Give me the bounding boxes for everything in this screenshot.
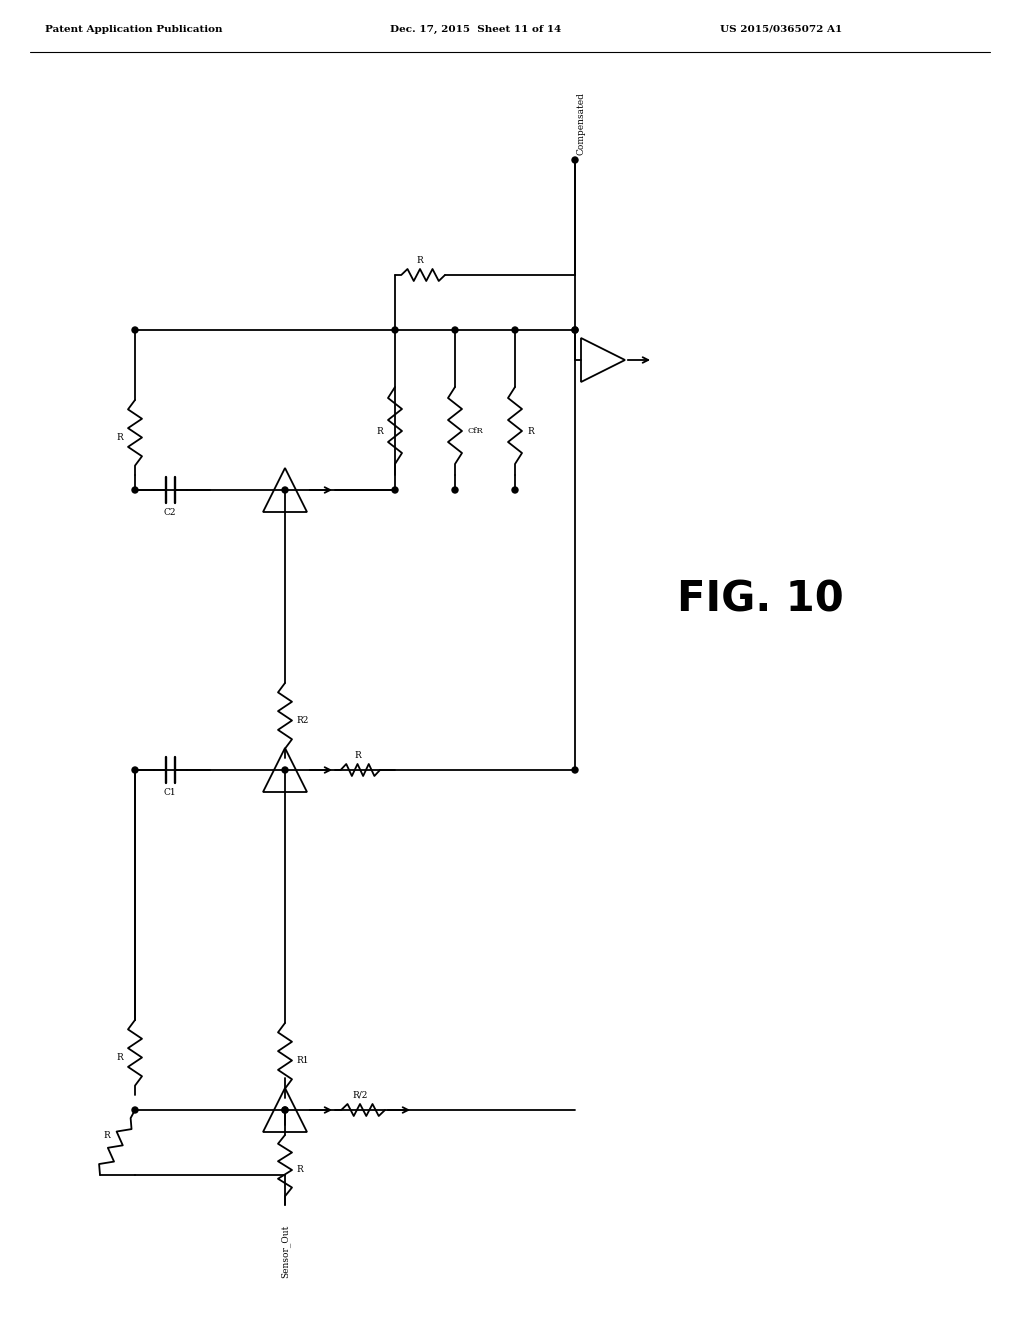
Text: R: R bbox=[296, 1166, 303, 1175]
Text: R: R bbox=[354, 751, 360, 760]
Circle shape bbox=[512, 487, 518, 492]
Circle shape bbox=[282, 487, 288, 492]
Circle shape bbox=[282, 767, 288, 774]
Text: R: R bbox=[527, 426, 534, 436]
Circle shape bbox=[452, 487, 458, 492]
Text: CfR: CfR bbox=[467, 426, 482, 436]
Circle shape bbox=[132, 487, 138, 492]
Text: R: R bbox=[117, 1053, 123, 1063]
Circle shape bbox=[282, 1107, 288, 1113]
Circle shape bbox=[572, 327, 578, 333]
Circle shape bbox=[282, 1107, 288, 1113]
Text: R: R bbox=[103, 1130, 111, 1139]
Text: C2: C2 bbox=[164, 508, 176, 517]
Text: Dec. 17, 2015  Sheet 11 of 14: Dec. 17, 2015 Sheet 11 of 14 bbox=[390, 25, 561, 34]
Circle shape bbox=[132, 327, 138, 333]
Text: Patent Application Publication: Patent Application Publication bbox=[45, 25, 222, 34]
Text: C1: C1 bbox=[164, 788, 176, 797]
Text: R: R bbox=[376, 426, 383, 436]
Text: R2: R2 bbox=[296, 715, 308, 725]
Circle shape bbox=[512, 327, 518, 333]
Text: R/2: R/2 bbox=[352, 1092, 368, 1100]
Circle shape bbox=[392, 327, 398, 333]
Circle shape bbox=[392, 487, 398, 492]
Circle shape bbox=[572, 157, 578, 162]
Circle shape bbox=[572, 327, 578, 333]
Text: Sensor_Out: Sensor_Out bbox=[281, 1225, 290, 1278]
Text: R: R bbox=[417, 256, 423, 265]
Circle shape bbox=[452, 327, 458, 333]
Text: R1: R1 bbox=[296, 1056, 308, 1065]
Text: US 2015/0365072 A1: US 2015/0365072 A1 bbox=[720, 25, 843, 34]
Circle shape bbox=[572, 767, 578, 774]
Text: Compensated: Compensated bbox=[577, 92, 586, 154]
Circle shape bbox=[132, 767, 138, 774]
Text: FIG. 10: FIG. 10 bbox=[677, 579, 844, 620]
Text: R: R bbox=[117, 433, 123, 442]
Circle shape bbox=[132, 1107, 138, 1113]
